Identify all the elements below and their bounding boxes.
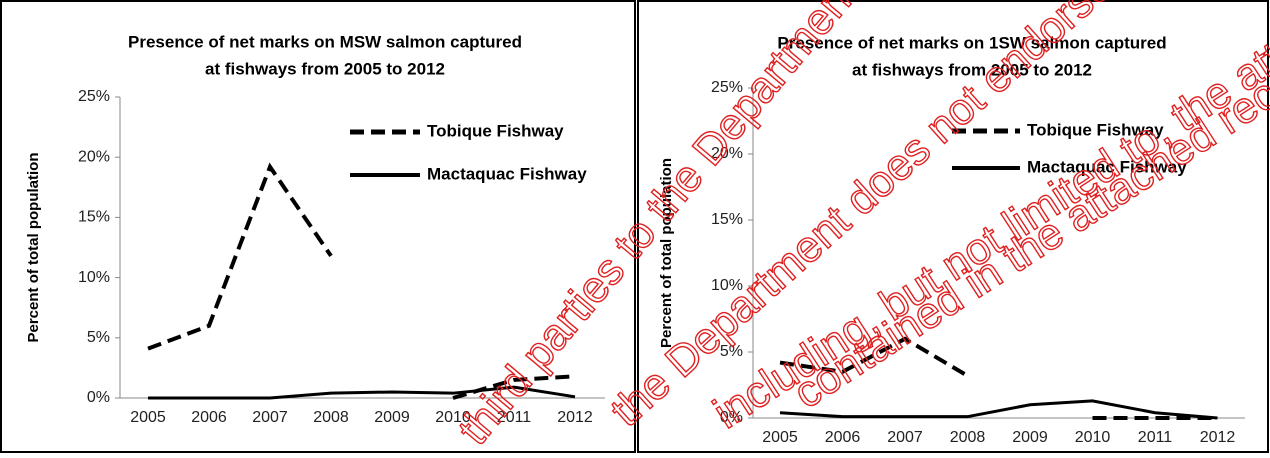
chart-title: Presence of net marks on MSW salmon capt… [128,32,522,51]
y-tick-label: 0% [87,389,110,406]
y-tick-label: 10% [78,269,110,286]
legend-label: Tobique Fishway [1027,120,1164,139]
series-line [148,385,576,400]
x-tick-label: 2012 [557,409,593,426]
y-tick-label: 20% [711,145,743,162]
legend-label: Tobique Fishway [427,121,564,140]
x-tick-label: 2006 [825,429,861,446]
x-tick-label: 2009 [1012,429,1048,446]
x-tick-label: 2010 [435,409,471,426]
y-tick-label: 20% [78,148,110,165]
x-tick-label: 2008 [313,409,349,426]
x-tick-label: 2006 [191,409,227,426]
x-tick-label: 2012 [1200,429,1236,446]
x-tick-label: 2010 [1075,429,1111,446]
chart-title: Presence of net marks on 1SW salmon capt… [777,33,1166,52]
y-tick-label: 10% [711,277,743,294]
y-tick-label: 15% [711,211,743,228]
y-axis-label: Percent of total population [25,153,42,343]
y-tick-label: 25% [711,79,743,96]
x-tick-label: 2007 [252,409,288,426]
series-line [779,336,1218,420]
x-tick-label: 2005 [130,409,166,426]
x-tick-label: 2007 [887,429,923,446]
chart-title: at fishways from 2005 to 2012 [852,60,1092,79]
x-tick-label: 2009 [374,409,410,426]
x-tick-label: 2011 [497,409,532,426]
y-tick-label: 5% [720,343,743,360]
panel-border [0,0,636,453]
x-tick-label: 2011 [1138,429,1173,446]
y-tick-label: 25% [78,88,110,105]
legend-label: Mactaquac Fishway [427,164,587,183]
y-tick-label: 5% [87,329,110,346]
y-tick-label: 15% [78,209,110,226]
y-axis-label: Percent of total population [658,158,675,348]
legend-label: Mactaquac Fishway [1027,157,1187,176]
series-line [779,399,1218,420]
x-tick-label: 2005 [762,429,798,446]
x-tick-label: 2008 [950,429,986,446]
chart-title: at fishways from 2005 to 2012 [205,59,445,78]
y-tick-label: 0% [720,409,743,426]
panel-border [637,0,1269,453]
